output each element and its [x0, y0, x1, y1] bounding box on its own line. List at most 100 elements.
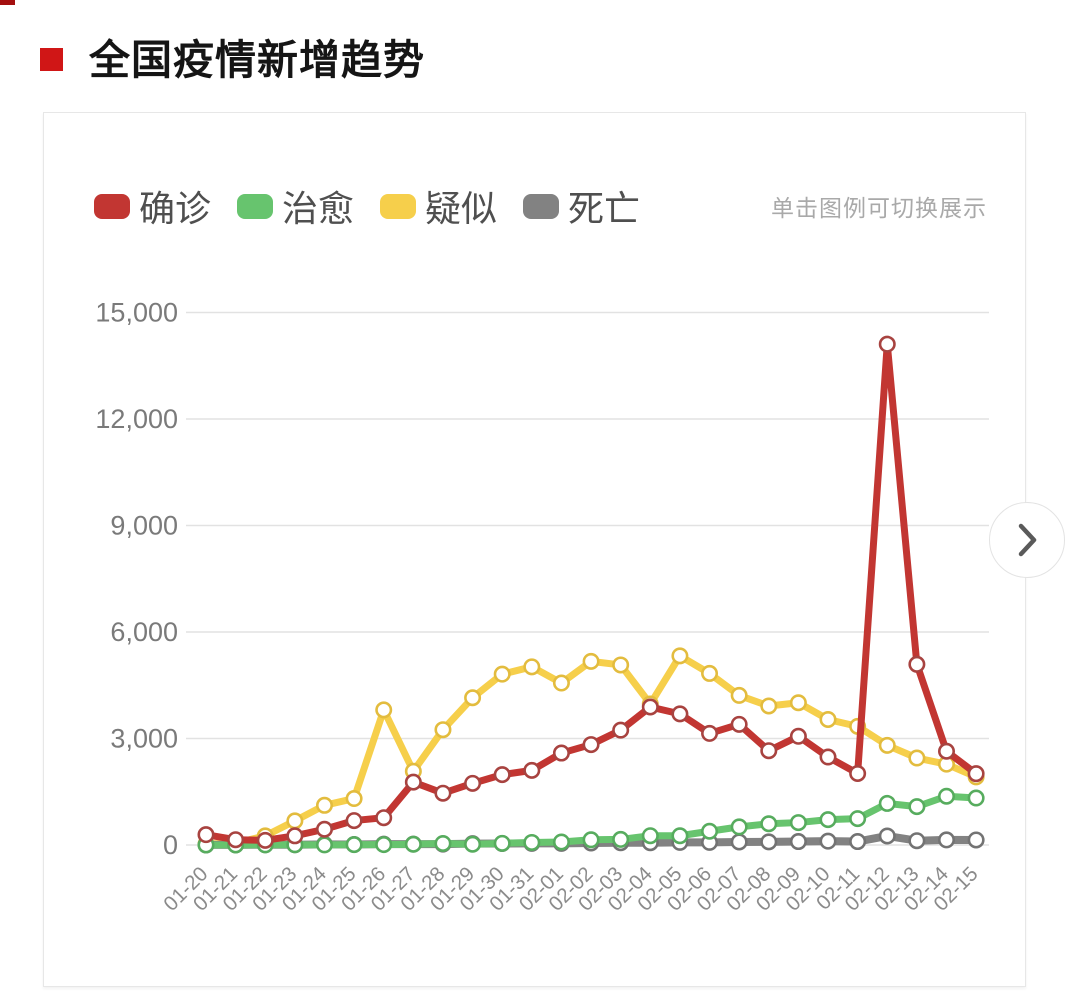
data-point	[641, 698, 659, 716]
legend-swatch-icon	[94, 193, 130, 219]
data-point	[464, 689, 482, 707]
data-point	[730, 715, 748, 733]
data-point	[434, 834, 452, 852]
data-point	[552, 744, 570, 762]
legend-item-3[interactable]: 死亡	[523, 180, 640, 232]
legend-swatch-icon	[380, 193, 417, 219]
data-point	[701, 664, 719, 682]
data-point	[760, 833, 778, 851]
data-point	[227, 831, 245, 849]
chevron-right-icon	[1018, 523, 1037, 557]
data-point	[671, 647, 689, 665]
data-point	[464, 835, 482, 853]
data-point	[345, 790, 363, 808]
data-point	[967, 831, 985, 849]
data-point	[641, 827, 659, 845]
data-point	[760, 697, 778, 715]
page-title: 全国疫情新增趋势	[89, 37, 425, 83]
data-point	[434, 784, 452, 802]
data-point	[315, 796, 333, 814]
legend-swatch-icon	[523, 193, 560, 219]
data-point	[375, 836, 393, 854]
data-point	[849, 810, 867, 828]
data-point	[730, 818, 748, 836]
legend-label: 疑似	[425, 188, 498, 229]
data-point	[612, 830, 630, 848]
data-point	[671, 705, 689, 723]
data-point	[404, 835, 422, 853]
legend-label: 确诊	[139, 188, 212, 229]
data-point	[849, 833, 867, 851]
next-chart-button[interactable]	[989, 502, 1065, 578]
legend-swatch-icon	[237, 193, 274, 219]
data-point	[582, 652, 600, 670]
data-point	[937, 787, 955, 805]
data-point	[612, 721, 630, 739]
data-point	[967, 765, 985, 783]
data-point	[404, 773, 422, 791]
data-point	[789, 694, 807, 712]
data-point	[315, 836, 333, 854]
data-point	[197, 826, 215, 844]
data-point	[256, 831, 274, 849]
legend-item-2[interactable]: 疑似	[380, 180, 497, 232]
data-point	[552, 674, 570, 692]
data-point	[701, 724, 719, 742]
chart-legend: 确诊 治愈 疑似 死亡 单击图例可切换展示	[94, 183, 987, 229]
data-point	[523, 833, 541, 851]
data-point	[819, 710, 837, 728]
data-point	[552, 833, 570, 851]
legend-label: 死亡	[568, 188, 641, 229]
data-point	[849, 764, 867, 782]
data-point	[878, 335, 896, 353]
data-point	[434, 721, 452, 739]
data-point	[937, 742, 955, 760]
data-point	[908, 832, 926, 850]
y-axis-tick-label: 9,000	[110, 511, 178, 541]
page-header: 全国疫情新增趋势	[40, 26, 425, 86]
data-point	[345, 836, 363, 854]
legend-item-0[interactable]: 确诊	[94, 180, 211, 232]
data-point	[671, 827, 689, 845]
top-left-accent-mark	[0, 0, 15, 5]
data-point	[523, 761, 541, 779]
title-bullet-icon	[40, 47, 63, 71]
data-point	[701, 822, 719, 840]
data-point	[760, 815, 778, 833]
data-point	[523, 658, 541, 676]
data-point	[819, 832, 837, 850]
data-point	[464, 774, 482, 792]
data-point	[582, 831, 600, 849]
data-point	[730, 686, 748, 704]
y-axis-tick-label: 0	[163, 830, 178, 860]
data-point	[375, 701, 393, 719]
legend-label: 治愈	[282, 188, 355, 229]
data-point	[493, 665, 511, 683]
y-axis-tick-label: 3,000	[110, 724, 178, 754]
trend-chart-card: 0 3,000 6,000 9,000 12,000 15,000 01-20 01-21 01…	[43, 112, 1026, 987]
data-point	[789, 814, 807, 832]
data-point	[908, 655, 926, 673]
data-point	[760, 742, 778, 760]
data-point	[789, 727, 807, 745]
data-point	[878, 794, 896, 812]
data-point	[582, 736, 600, 754]
data-point	[908, 798, 926, 816]
legend-hint-text: 单击图例可切换展示	[771, 195, 987, 221]
trend-line-chart: 03,0006,0009,00012,00015,00001-2001-2101…	[95, 298, 989, 916]
data-point	[345, 812, 363, 830]
data-point	[493, 834, 511, 852]
data-point	[967, 789, 985, 807]
data-point	[286, 812, 304, 830]
data-point	[375, 809, 393, 827]
data-point	[878, 827, 896, 845]
y-axis-tick-label: 15,000	[95, 298, 178, 328]
data-point	[908, 749, 926, 767]
data-point	[315, 820, 333, 838]
data-point	[819, 748, 837, 766]
data-point	[612, 656, 630, 674]
data-point	[493, 766, 511, 784]
y-axis-tick-label: 6,000	[110, 617, 178, 647]
data-point	[286, 827, 304, 845]
legend-item-1[interactable]: 治愈	[237, 180, 354, 232]
